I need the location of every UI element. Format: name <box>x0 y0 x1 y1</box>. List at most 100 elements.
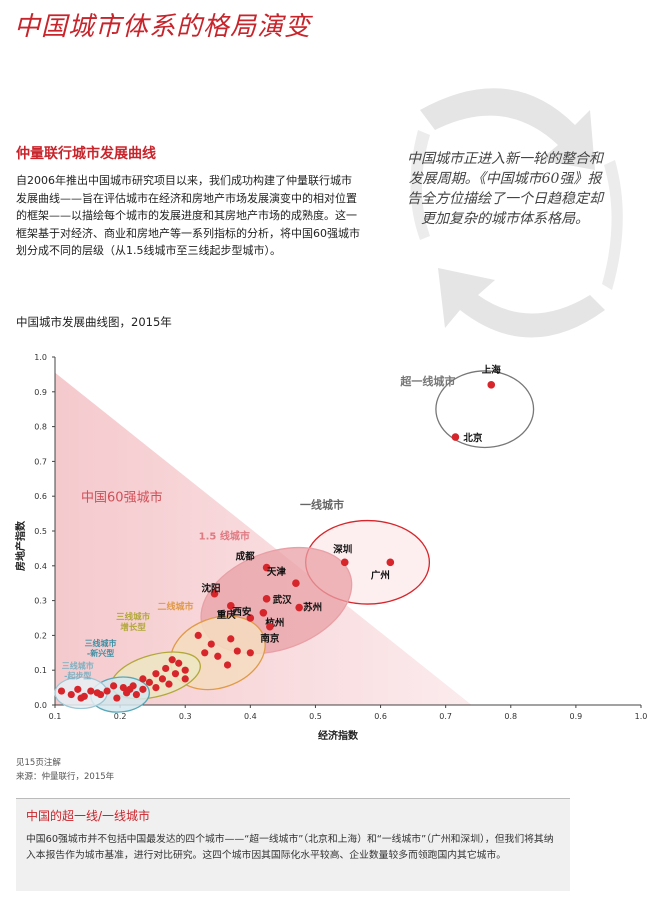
x-tick-label: 0.3 <box>179 712 192 721</box>
x-tick-label: 0.9 <box>570 712 583 721</box>
city-point <box>162 664 170 673</box>
city-point <box>67 690 75 699</box>
city-point <box>259 608 268 617</box>
tier-label: 增长型 <box>120 622 146 633</box>
tier-ellipse <box>435 370 535 449</box>
city-point <box>233 647 241 655</box>
city-point <box>292 579 300 587</box>
city-point <box>110 682 118 690</box>
city-point <box>210 589 219 598</box>
city-label: 广州 <box>371 569 390 581</box>
city-point <box>57 687 66 695</box>
city-point <box>194 631 202 639</box>
city-point <box>103 687 111 695</box>
city-point <box>87 687 95 695</box>
city-development-chart: 0.1 0.2 0.3 0.4 0.5 0.6 0.7 0.8 0.9 1.00.00.10.20… <box>14 353 648 742</box>
x-axis-title: 经济指数 <box>318 729 359 742</box>
box-divider <box>16 798 570 799</box>
x-tick-label: 0.7 <box>439 712 452 721</box>
city-point <box>171 670 180 678</box>
city-point <box>227 635 235 643</box>
y-tick-label: 0.9 <box>34 388 47 397</box>
city-point <box>451 433 460 441</box>
city-point <box>165 680 173 688</box>
tier-label: 三线城市 <box>116 612 151 623</box>
city-point <box>266 622 274 631</box>
city-label: 重庆 <box>217 609 237 621</box>
city-label: 南京 <box>260 633 280 645</box>
x-tick-label: 0.2 <box>114 712 127 721</box>
city-point <box>181 666 189 674</box>
city-point <box>119 684 127 692</box>
city-label: 北京 <box>463 432 483 444</box>
tier-label: 二线城市 <box>157 600 193 612</box>
top60-region-label: 中国60强城市 <box>81 489 163 505</box>
y-tick-label: 0.2 <box>34 631 47 640</box>
city-point <box>214 652 222 660</box>
y-tick-label: 0.0 <box>34 701 47 710</box>
city-point <box>168 656 176 664</box>
city-label: 深圳 <box>333 543 352 555</box>
cycle-arrows-icon <box>410 88 623 338</box>
city-point <box>139 675 147 683</box>
y-tick-label: 0.5 <box>34 527 47 536</box>
city-label: 沈阳 <box>202 583 221 595</box>
city-point <box>227 602 235 610</box>
section-heading: 仲量联行城市发展曲线 <box>16 146 156 162</box>
tier-label: 三线城市 <box>85 638 117 648</box>
tier-label: 1.5 线城市 <box>199 530 250 543</box>
city-label: 天津 <box>267 566 287 578</box>
y-tick-label: 0.7 <box>34 457 47 466</box>
city-point <box>74 685 82 693</box>
y-tick-label: 0.8 <box>34 423 47 432</box>
x-tick-label: 0.8 <box>504 712 517 721</box>
city-point <box>132 690 140 699</box>
city-point <box>145 678 154 686</box>
city-point <box>175 659 183 667</box>
tier-label: -新兴型 <box>87 648 114 658</box>
city-label: 上海 <box>482 364 502 376</box>
city-point <box>152 684 160 692</box>
city-label: 苏州 <box>303 602 322 614</box>
city-point <box>126 685 134 693</box>
y-tick-label: 0.1 <box>34 666 47 675</box>
city-point <box>181 675 189 683</box>
y-tick-label: 1.0 <box>34 353 47 362</box>
city-point <box>77 694 85 702</box>
city-point <box>386 558 395 567</box>
tier-label: 一线城市 <box>300 497 344 511</box>
city-label: 西安 <box>232 606 252 618</box>
x-tick-label: 0.1 <box>49 712 62 721</box>
city-point <box>93 689 101 697</box>
x-tick-label: 0.4 <box>244 712 257 721</box>
city-point <box>207 640 215 648</box>
city-label: 成都 <box>236 551 256 563</box>
tier-label: 超一线城市 <box>399 374 455 388</box>
tier-label: 三线城市 <box>62 660 94 670</box>
pull-quote: 中国城市正进入新一轮的整合和发展周期。《中国城市60强》报告全方位描绘了一个日趋… <box>407 151 603 227</box>
y-tick-label: 0.6 <box>34 492 47 501</box>
city-point <box>158 675 167 683</box>
y-axis-title: 房地产指数 <box>14 520 27 571</box>
y-tick-label: 0.4 <box>34 562 47 571</box>
city-point <box>487 381 496 389</box>
city-point <box>201 649 209 657</box>
note-line: 见15页注解 <box>16 758 61 768</box>
city-point <box>295 603 303 612</box>
source-line: 来源：仲量联行，2015年 <box>16 772 115 782</box>
city-point <box>262 563 271 572</box>
city-point <box>340 558 349 567</box>
sidebar-box: 中国的超一线/一线城市 中国60强城市并不包括中国最发达的四个城市——“超一线城… <box>16 798 570 891</box>
city-point <box>223 661 232 669</box>
chart-title: 中国城市发展曲线图，2015年 <box>16 315 172 329</box>
box-heading: 中国的超一线/一线城市 <box>26 809 151 823</box>
x-tick-label: 0.6 <box>374 712 387 721</box>
city-point <box>262 595 271 603</box>
x-tick-label: 1.0 <box>635 712 648 721</box>
city-point <box>152 670 160 678</box>
city-point <box>246 649 254 657</box>
city-point <box>113 694 121 702</box>
tier-label: -起步型 <box>64 670 91 680</box>
y-tick-label: 0.3 <box>34 597 47 606</box>
city-label: 武汉 <box>273 594 293 606</box>
